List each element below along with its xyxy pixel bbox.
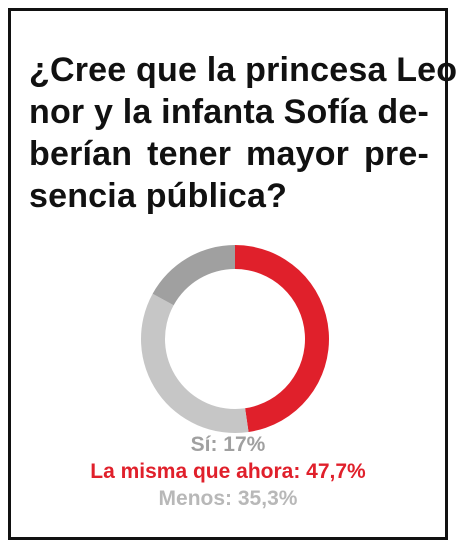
legend-item-la-misma: La misma que ahora: 47,7% [90,460,366,483]
poll-question: ¿Cree que la princesa Leo- nor y la infa… [29,49,458,217]
question-line: sencia pública? [29,177,288,215]
chart-legend: Sí: 17% La misma que ahora: 47,7% Menos:… [11,431,445,512]
question-line: ¿Cree que la princesa Leo- [29,51,458,89]
donut-chart [135,239,335,439]
donut-slice-la-misma-que-ahora [235,245,329,433]
donut-svg [141,245,329,433]
legend-item-menos: Menos: 35,3% [158,487,298,510]
question-line: berían tener mayor pre- [29,135,429,173]
legend-item-si: Sí: 17% [190,433,266,456]
question-line: nor y la infanta Sofía de- [29,93,430,131]
donut-slice-sí [152,245,235,306]
poll-card: ¿Cree que la princesa Leo- nor y la infa… [8,8,458,540]
donut-slice-menos [141,293,249,433]
